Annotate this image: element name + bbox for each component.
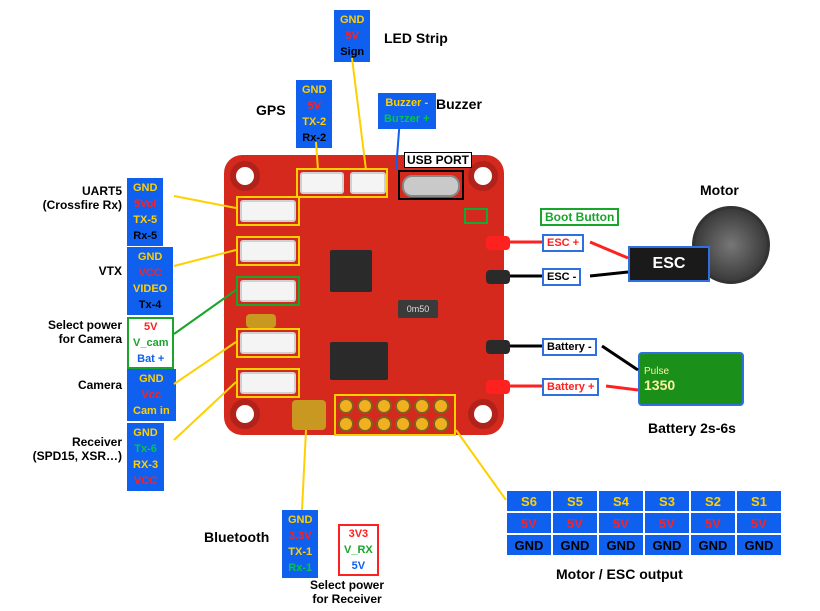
outline-escpads	[334, 394, 456, 436]
battery-brand: Pulse	[644, 366, 738, 377]
pinbox-bt: GND3.3VTX-1Rx-1	[282, 510, 318, 578]
wire-esc-minus: ESC -	[542, 268, 581, 286]
mount-hole-bl	[230, 399, 260, 429]
cam-sel-pads	[246, 314, 276, 328]
battery-pack: Pulse 1350	[638, 352, 744, 406]
esc-table-cell: S1	[736, 490, 782, 512]
esc-table-cell: GND	[598, 534, 644, 556]
pinbox-selrx: 3V3V_RX5V	[338, 524, 379, 576]
label-camera: Camera	[40, 378, 122, 392]
outline-uart5	[236, 196, 300, 226]
esc-table-cell: 5V	[644, 512, 690, 534]
pinbox-buzzer: Buzzer -Buzzer +	[378, 93, 436, 129]
esc-table-cell: GND	[690, 534, 736, 556]
esc-module: ESC	[628, 246, 710, 282]
pinbox-rx: GNDTx-6RX-3VCC	[127, 423, 164, 491]
outline-cam	[236, 328, 300, 358]
label-bluetooth: Bluetooth	[204, 529, 269, 545]
pinbox-vtx: GNDVCCVIDEOTx-4	[127, 247, 173, 315]
outline-top	[296, 168, 388, 198]
label-sel-cam: Select power for Camera	[20, 318, 122, 346]
label-led-strip: LED Strip	[384, 30, 448, 46]
label-esc-out: Motor / ESC output	[556, 566, 683, 582]
esc-table-cell: 5V	[598, 512, 644, 534]
outline-vtx	[236, 236, 300, 266]
pinbox-selcam: 5VV_camBat +	[127, 317, 174, 369]
label-receiver: Receiver (SPD15, XSR…)	[20, 435, 122, 463]
boot-button-outline	[464, 208, 488, 224]
mount-hole-tl	[230, 161, 260, 191]
esc-table-cell: 5V	[690, 512, 736, 534]
sense-res: 0m50	[398, 300, 438, 318]
pad-batp	[486, 380, 510, 394]
outline-rx	[236, 368, 300, 398]
esc-table-cell: GND	[506, 534, 552, 556]
label-boot: Boot Button	[540, 208, 619, 226]
label-battery: Battery 2s-6s	[648, 420, 736, 436]
esc-table-cell: GND	[736, 534, 782, 556]
mcu-chip	[330, 250, 372, 292]
pad-escm	[486, 270, 510, 284]
label-vtx: VTX	[40, 264, 122, 278]
pinbox-led: GND5VSign	[334, 10, 370, 62]
esc-output-table: S6S5S4S3S2S15V5V5V5V5V5VGNDGNDGNDGNDGNDG…	[506, 490, 782, 556]
outline-usb	[398, 170, 464, 200]
esc-table-cell: S2	[690, 490, 736, 512]
esc-table-cell: S6	[506, 490, 552, 512]
mount-hole-tr	[468, 161, 498, 191]
esc-table-cell: GND	[552, 534, 598, 556]
wire-bat-plus: Battery +	[542, 378, 599, 396]
bt-pads	[292, 400, 326, 430]
label-sel-rx: Select power for Receiver	[310, 578, 384, 606]
battery-cap: 1350	[644, 377, 738, 393]
wire-bat-minus: Battery -	[542, 338, 597, 356]
pinbox-camera: GNDVccCam in	[127, 369, 176, 421]
label-gps: GPS	[256, 102, 286, 118]
esc-table-cell: GND	[644, 534, 690, 556]
esc-table-cell: S5	[552, 490, 598, 512]
esc-table-cell: 5V	[736, 512, 782, 534]
outline-selcam	[236, 276, 300, 306]
pinbox-uart5: GND5VolTX-5Rx-5	[127, 178, 163, 246]
esc-table-cell: 5V	[552, 512, 598, 534]
pad-batm	[486, 340, 510, 354]
osd-chip	[330, 342, 388, 380]
mount-hole-br	[468, 399, 498, 429]
label-uart5: UART5 (Crossfire Rx)	[40, 184, 122, 212]
pad-escp	[486, 236, 510, 250]
wire-esc-plus: ESC +	[542, 234, 584, 252]
esc-table-cell: S3	[644, 490, 690, 512]
esc-label: ESC	[653, 255, 686, 273]
label-usb: USB PORT	[404, 152, 472, 168]
label-buzzer: Buzzer	[436, 96, 482, 112]
esc-table-cell: S4	[598, 490, 644, 512]
label-motor: Motor	[700, 182, 739, 198]
esc-table-cell: 5V	[506, 512, 552, 534]
pinbox-gps: GND5VTX-2Rx-2	[296, 80, 332, 148]
